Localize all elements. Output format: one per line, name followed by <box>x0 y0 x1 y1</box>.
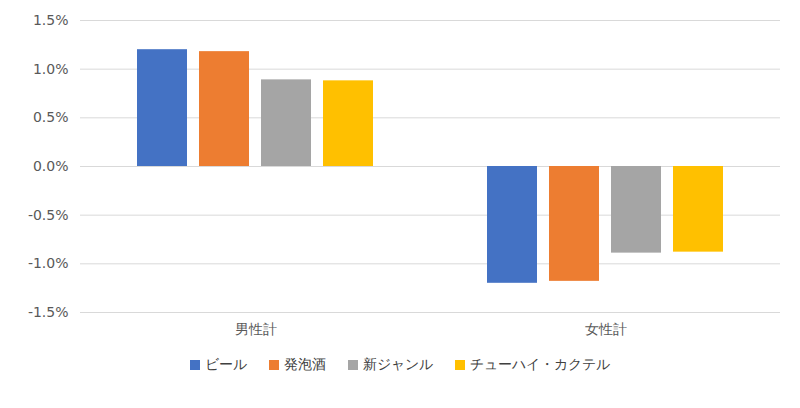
svg-text:-0.5%: -0.5% <box>28 207 69 223</box>
svg-text:0.0%: 0.0% <box>33 158 69 174</box>
html-text:発泡酒: 発泡酒 <box>284 356 326 372</box>
svg-text:1.0%: 1.0% <box>33 61 69 77</box>
html-text:チューハイ・カクテル: チューハイ・カクテル <box>470 356 610 372</box>
html-text:新ジャンル: 新ジャンル <box>363 356 433 372</box>
svg-text:1.5%: 1.5% <box>33 12 69 28</box>
svg-text:男性計: 男性計 <box>235 321 277 337</box>
html-text:ビール: ビール <box>205 356 247 372</box>
svg-text:-1.0%: -1.0% <box>28 255 69 271</box>
svg-text:0.5%: 0.5% <box>33 109 69 125</box>
svg-text:女性計: 女性計 <box>585 321 627 337</box>
svg-text:-1.5%: -1.5% <box>28 304 69 320</box>
